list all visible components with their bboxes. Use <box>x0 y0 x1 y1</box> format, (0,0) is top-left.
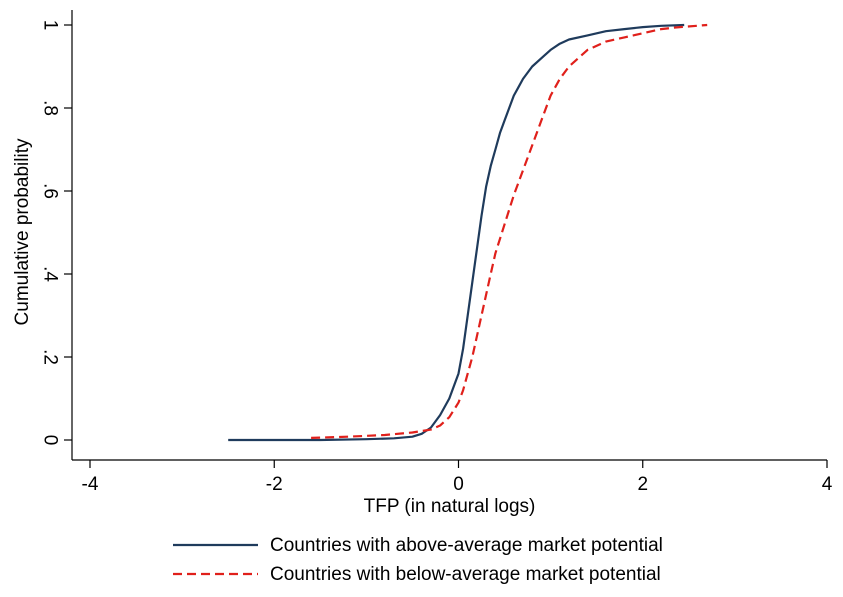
y-tick-label: .2 <box>40 349 61 365</box>
legend-label-below: Countries with below-average market pote… <box>270 564 661 585</box>
x-tick-label: 0 <box>453 474 464 495</box>
x-tick-label: -4 <box>82 474 99 495</box>
y-tick-label: .8 <box>40 100 61 116</box>
legend-label-above: Countries with above-average market pote… <box>270 535 663 556</box>
legend: Countries with above-average market pote… <box>173 535 663 585</box>
x-ticks: -4 -2 0 2 4 <box>82 460 833 495</box>
y-tick-label: 1 <box>40 20 61 31</box>
x-tick-label: -2 <box>266 474 283 495</box>
x-tick-label: 2 <box>637 474 648 495</box>
y-axis-title: Cumulative probability <box>12 138 33 325</box>
y-tick-label: .6 <box>40 183 61 199</box>
y-tick-label: .4 <box>40 266 61 282</box>
x-tick-label: 4 <box>822 474 833 495</box>
axes <box>71 10 827 461</box>
series-group <box>228 23 708 442</box>
x-axis-title: TFP (in natural logs) <box>364 496 536 517</box>
series-line-below <box>311 23 708 439</box>
series-line-above <box>228 23 685 442</box>
y-ticks: 0 .2 .4 .6 .8 1 <box>40 20 72 446</box>
y-tick-label: 0 <box>40 435 61 446</box>
